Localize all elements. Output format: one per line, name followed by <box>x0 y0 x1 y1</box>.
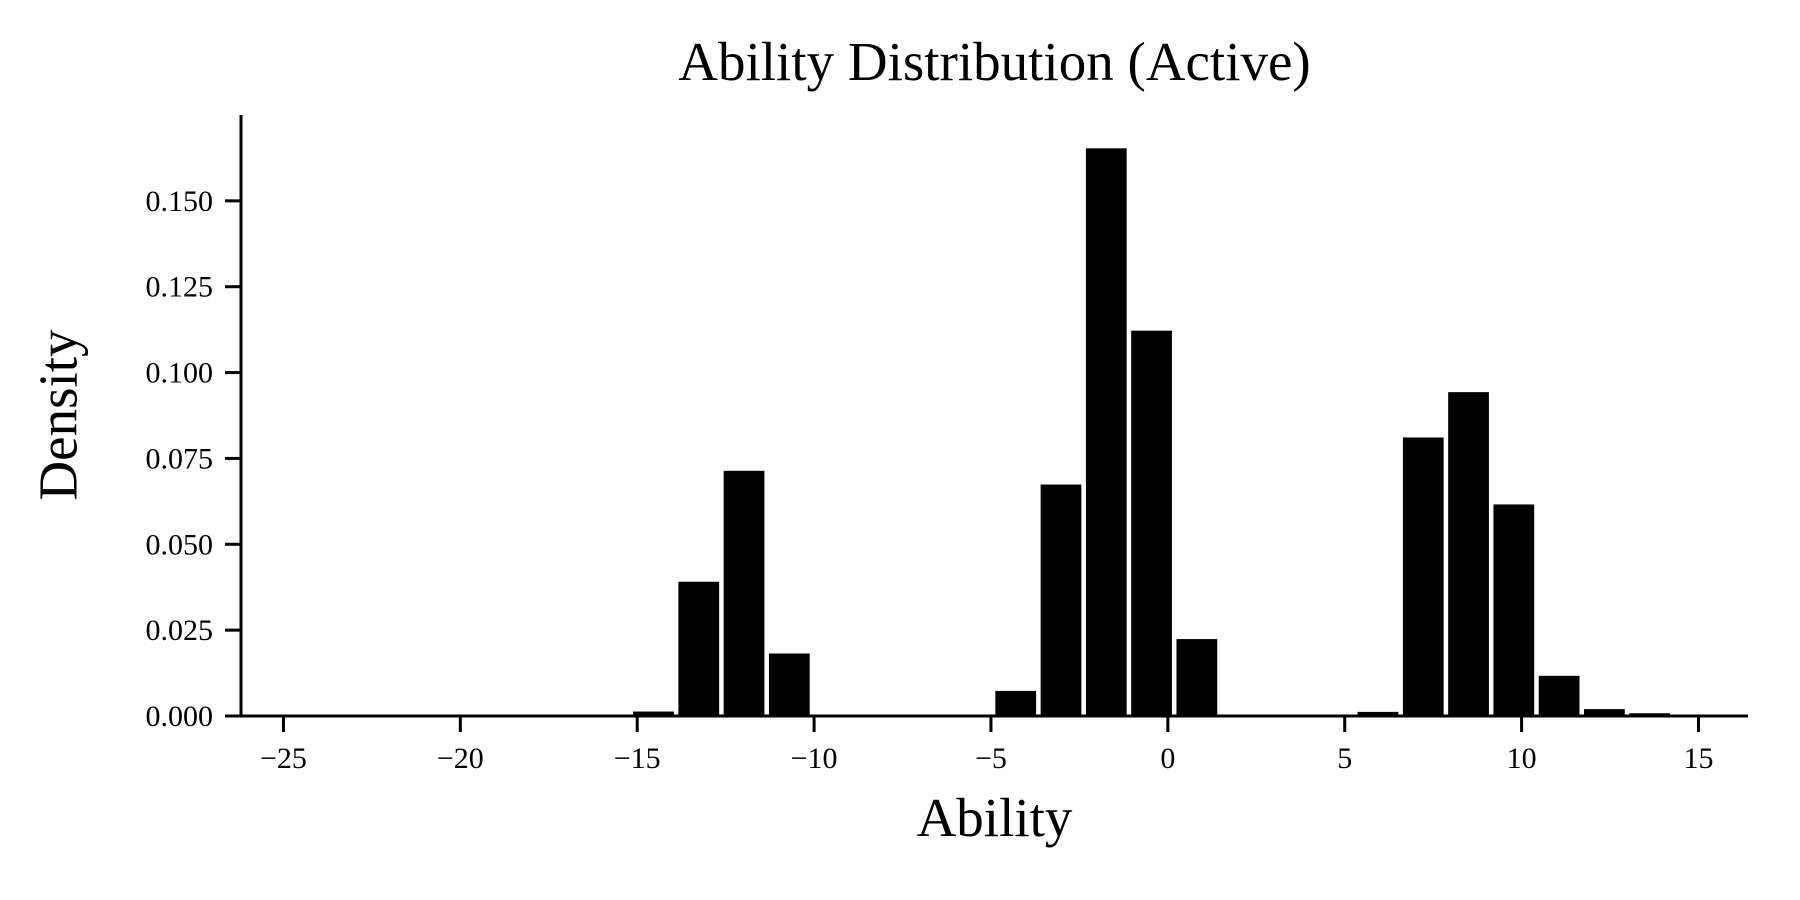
x-tick-label: 10 <box>1507 742 1537 775</box>
x-tick-label: 0 <box>1160 742 1175 775</box>
y-tick-label: 0.050 <box>146 528 214 561</box>
histogram-bar <box>1538 675 1580 716</box>
x-tick-label: −10 <box>791 742 838 775</box>
y-tick-label: 0.150 <box>146 185 214 218</box>
y-tick-label: 0.125 <box>146 271 214 304</box>
histogram-bar <box>1085 148 1127 716</box>
histogram-bar <box>678 581 720 716</box>
axis-tick-labels: −25 −20 −15 −10 −5 0 5 10 15 0.000 0.025 0.050 0.075… <box>146 185 1714 775</box>
y-tick-label: 0.025 <box>146 614 214 647</box>
histogram-bar <box>768 653 810 716</box>
histogram-bar <box>1448 392 1489 716</box>
histogram-bar <box>1176 639 1218 716</box>
histogram-bar <box>1493 504 1535 716</box>
histogram-bar <box>1040 484 1082 716</box>
x-tick-label: 5 <box>1337 742 1352 775</box>
axes <box>239 115 1748 718</box>
x-tick-label: −5 <box>975 742 1007 775</box>
y-tick-label: 0.075 <box>146 442 214 475</box>
histogram-bar <box>1402 437 1444 716</box>
histogram-bars <box>633 148 1671 716</box>
y-tick-label: 0.100 <box>146 357 214 390</box>
histogram-bar <box>995 690 1037 716</box>
x-tick-label: −20 <box>437 742 484 775</box>
x-tick-label: −25 <box>260 742 307 775</box>
y-tick-label: 0.000 <box>146 700 214 733</box>
x-tick-label: −15 <box>614 742 661 775</box>
histogram-bar <box>723 470 765 716</box>
x-tick-label: 15 <box>1683 742 1713 775</box>
histogram-bar <box>633 711 674 716</box>
chart-title: Ability Distribution (Active) <box>678 31 1311 92</box>
histogram-bar <box>1584 709 1625 716</box>
histogram-bar <box>1357 711 1399 716</box>
axis-ticks <box>225 199 1700 732</box>
histogram-bar <box>1131 330 1172 716</box>
x-axis-label: Ability <box>916 787 1073 848</box>
